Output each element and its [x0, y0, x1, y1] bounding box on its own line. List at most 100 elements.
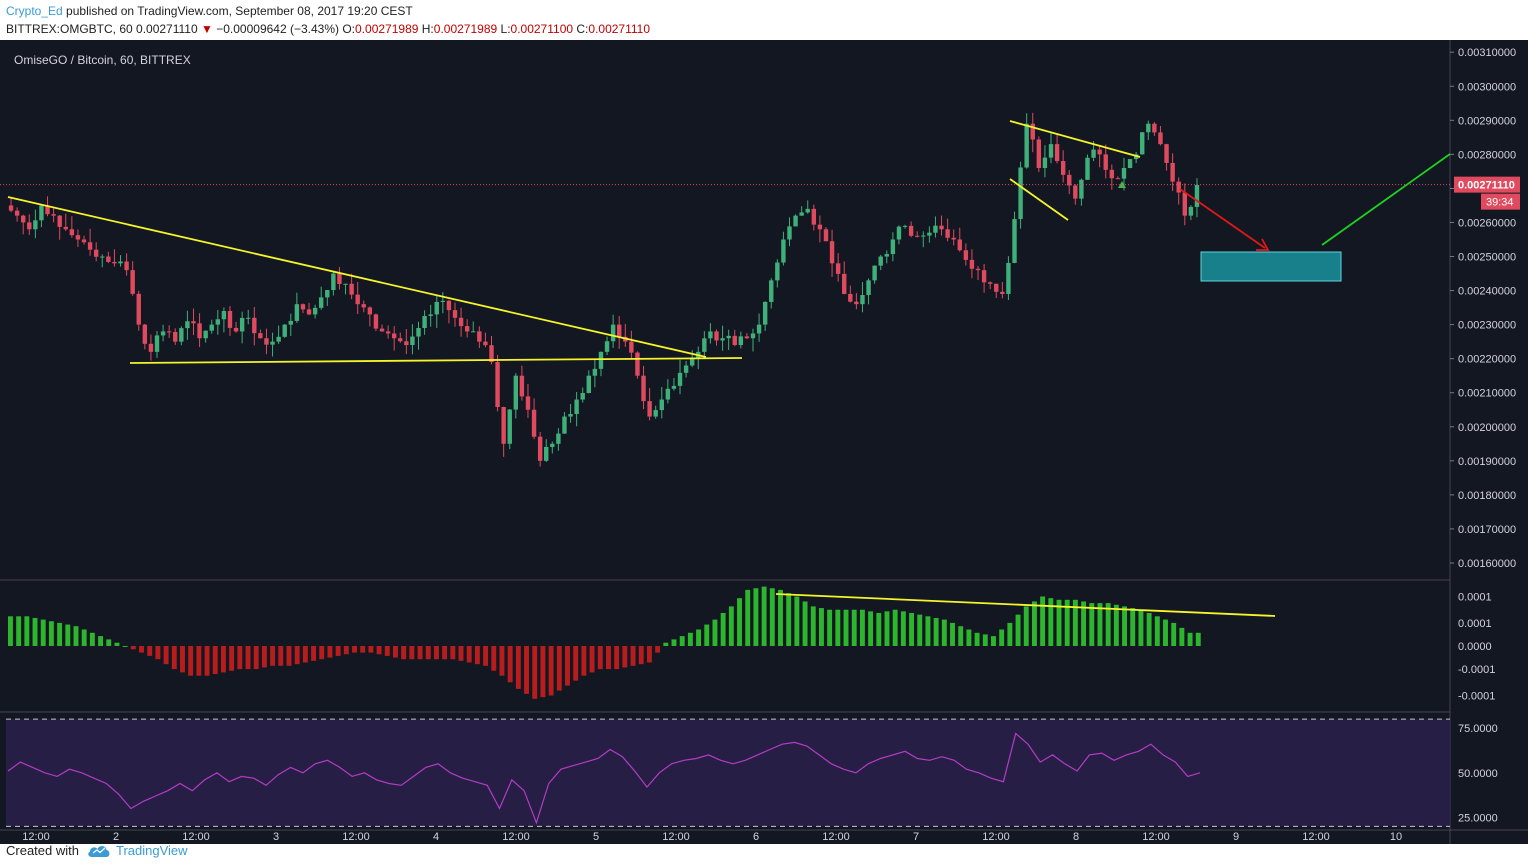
candle-body [489, 345, 494, 363]
price-tick-label: 0.00300000 [1458, 81, 1516, 93]
osc-bar [843, 609, 849, 646]
candle-body [671, 385, 677, 389]
candle-body [142, 324, 148, 344]
close-label: C: [576, 22, 589, 36]
time-tick-label: 9 [1233, 831, 1239, 843]
chart-area[interactable]: 0.00310000 0.00300000 0.00290000 0.00280000… [0, 40, 1528, 844]
time-tick-label: 12:00 [502, 831, 530, 843]
candle-body [33, 220, 38, 230]
high-value: 0.00271989 [433, 22, 498, 36]
candle-body [702, 338, 707, 352]
osc-bar [1048, 598, 1054, 646]
candle-body [963, 250, 969, 260]
candle-body [811, 208, 817, 225]
osc-bar [491, 646, 497, 671]
osc-bar [384, 646, 390, 656]
osc-bar [237, 646, 243, 670]
osc-bar [368, 646, 374, 653]
osc-bar [139, 646, 144, 653]
candle-body [27, 222, 32, 230]
author-link[interactable]: Crypto_Ed [6, 4, 63, 18]
candle-body [689, 357, 695, 366]
osc-bar [147, 646, 153, 656]
osc-bar [48, 621, 54, 646]
last-price-badge [1454, 176, 1520, 193]
osc-bar [188, 646, 194, 676]
candle-body [69, 229, 75, 236]
osc-bar [212, 646, 218, 675]
candle-body [75, 235, 81, 240]
candle-body [300, 304, 306, 310]
trendline [7, 196, 707, 358]
candle-body [276, 336, 281, 342]
candle-body [1060, 161, 1066, 175]
candle-body [325, 290, 330, 298]
osc-bar [196, 646, 202, 676]
candle-body [762, 301, 768, 325]
osc-bar [8, 616, 13, 646]
price-tick-label: 0.00310000 [1458, 47, 1516, 59]
trendline [129, 357, 743, 364]
osc-bar [32, 617, 38, 646]
candle-body [635, 352, 640, 376]
candle-body [969, 259, 975, 269]
osc-bar [278, 646, 284, 666]
osc-bar [1015, 614, 1021, 646]
osc-bar [73, 626, 79, 646]
candle-body [860, 295, 865, 305]
candle-body [1140, 132, 1145, 155]
osc-bar [941, 619, 947, 646]
candle-body [653, 410, 658, 417]
footer: Created with TradingView [6, 843, 188, 858]
candle-body [391, 333, 397, 339]
osc-bar [220, 646, 226, 673]
candle-body [799, 212, 804, 216]
candle-body [951, 237, 956, 240]
time-tick-label: 8 [1073, 831, 1079, 843]
published-text: published on TradingView.com, September … [66, 4, 413, 18]
osc-bar [1195, 632, 1201, 646]
osc-bar [130, 646, 136, 650]
candle-body [908, 225, 914, 236]
candle-body [8, 205, 14, 211]
candle-body [191, 321, 196, 324]
price-tick-label: 0.00190000 [1458, 456, 1516, 468]
trendline [1009, 120, 1141, 158]
candle-body [252, 317, 257, 334]
signal-up-icon [1118, 181, 1126, 188]
osc-bar [974, 632, 980, 646]
osc-bar [753, 588, 759, 646]
candle-body [294, 304, 300, 321]
osc-bar [483, 646, 489, 666]
time-tick-label: 12:00 [822, 831, 850, 843]
osc-bar [81, 629, 87, 646]
osc-bar [253, 646, 259, 670]
tradingview-link[interactable]: TradingView [87, 843, 188, 858]
osc-bar [1064, 599, 1070, 646]
osc-bar [425, 646, 431, 660]
price-tick-label: 0.00250000 [1458, 252, 1516, 264]
candle-body [866, 280, 871, 296]
osc-bar [909, 613, 915, 646]
osc-tick-label: 0.0001 [1458, 592, 1492, 604]
osc-bar [728, 606, 734, 646]
candle-body [1182, 192, 1187, 216]
osc-bar [982, 634, 988, 646]
candle-body [477, 331, 482, 342]
candle-body [355, 294, 360, 305]
candle-body [884, 254, 889, 257]
candle-body [987, 282, 993, 284]
osc-bar [1179, 627, 1185, 646]
candle-body [446, 300, 452, 311]
osc-bar [1089, 603, 1095, 646]
osc-bar [270, 646, 276, 666]
candle-body [349, 283, 354, 295]
candle-body [264, 338, 269, 345]
rsi-tick-label: 50.0000 [1458, 768, 1498, 780]
candle-body [270, 341, 275, 345]
time-tick-label: 3 [273, 831, 279, 843]
candle-body [434, 301, 439, 315]
candle-body [677, 372, 683, 386]
candle-body [1194, 185, 1200, 207]
chart-canvas[interactable]: 0.00310000 0.00300000 0.00290000 0.00280000… [0, 40, 1528, 844]
